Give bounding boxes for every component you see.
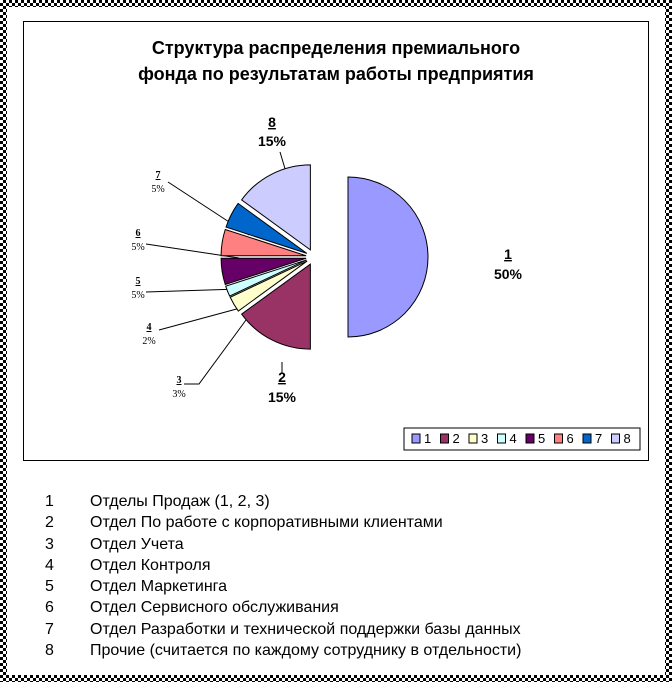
pie-slice-6: [220, 228, 307, 257]
department-number: 1: [45, 493, 54, 510]
slice-percent-3: 3%: [172, 389, 185, 400]
legend: 1 2 3 4 5 6 7 8: [403, 427, 641, 451]
legend-swatch-4: [497, 433, 506, 444]
slice-label-3: 3: [177, 375, 182, 386]
legend-swatch-1: [411, 433, 421, 444]
pie-slice-3: [229, 260, 308, 312]
slice-label-6: 6: [136, 228, 141, 239]
department-list: 1 Отделы Продаж (1, 2, 3) 2 Отдел По работ…: [45, 491, 521, 661]
legend-label-7: 7: [595, 431, 602, 446]
legend-label-8: 8: [624, 431, 631, 446]
department-name: Отдел Учета: [90, 535, 184, 553]
slice-label-5: 5: [136, 276, 141, 287]
slice-label-1: 1: [504, 246, 512, 262]
slice-percent-4: 2%: [142, 336, 155, 347]
pie-slice-2: [240, 263, 311, 350]
chart-title-line-2: фонда по результатам работы предприятия: [138, 64, 534, 84]
legend-label-4: 4: [510, 431, 517, 446]
legend-swatch-8: [611, 433, 620, 444]
legend-label-1: 1: [424, 431, 431, 446]
department-name: Отдел Маркетинга: [90, 578, 228, 596]
legend-swatch-7: [582, 433, 592, 444]
pie-slices: [220, 164, 429, 350]
chart-title-line-1: Структура распределения премиального: [152, 38, 520, 58]
slice-percent-7: 5%: [151, 184, 164, 195]
pie-slice-4: [225, 259, 307, 297]
slice-percent-1: 50%: [494, 266, 523, 282]
legend-label-3: 3: [481, 431, 488, 446]
slice-percent-8: 15%: [258, 133, 287, 149]
department-name: Отдел Сервисного обслуживания: [90, 599, 339, 617]
legend-swatch-2: [440, 433, 449, 444]
leader-line-4: [158, 306, 245, 331]
department-item: 2 Отдел По работе с корпоративными клиент…: [45, 512, 521, 533]
leader-line-5: [145, 288, 240, 293]
department-number: 3: [45, 535, 54, 553]
leader-line-3: [184, 319, 247, 385]
legend-label-6: 6: [567, 431, 574, 446]
pie-slice-7: [225, 202, 308, 254]
legend-swatch-3: [468, 433, 478, 444]
department-item: 8 Прочие (считается по каждому сотруднику…: [45, 640, 521, 661]
pie-chart: Структура распределения премиального фон…: [131, 38, 641, 451]
department-item: 1 Отделы Продаж (1, 2, 3): [45, 491, 521, 512]
chart-frame: Структура распределения премиального фон…: [7, 7, 665, 675]
department-name: Прочие (считается по каждому сотруднику …: [90, 642, 522, 660]
slice-labels: 1 50% 2 15% 3 3% 4 2% 5 5% 6 5% 7 5% 8 15%: [131, 114, 522, 405]
pie-slice-5: [220, 257, 307, 286]
pie-slice-1: [347, 176, 429, 338]
department-name: Отдел Контроля: [90, 556, 211, 574]
department-number: 2: [45, 514, 54, 532]
chart-area: Структура распределения премиального фон…: [23, 21, 649, 461]
legend-label-2: 2: [453, 431, 460, 446]
slice-label-7: 7: [156, 170, 161, 181]
slice-percent-2: 15%: [268, 389, 297, 405]
department-item: 7 Отдел Разработки и технической поддержк…: [45, 619, 521, 640]
department-item: 3 Отдел Учета: [45, 534, 521, 555]
department-name: Отдел Разработки и технической поддержки…: [90, 620, 521, 638]
slice-label-2: 2: [278, 369, 286, 385]
department-number: 5: [45, 578, 54, 596]
department-number: 4: [45, 556, 54, 574]
legend-label-5: 5: [538, 431, 545, 446]
slice-label-4: 4: [147, 322, 152, 333]
leader-lines: [145, 151, 287, 385]
department-item: 6 Отдел Сервисного обслуживания: [45, 597, 521, 618]
department-item: 5 Отдел Маркетинга: [45, 576, 521, 597]
legend-swatch-6: [554, 433, 563, 444]
slice-percent-6: 5%: [131, 242, 144, 253]
department-number: 8: [45, 642, 54, 660]
department-item: 4 Отдел Контроля: [45, 555, 521, 576]
slice-percent-5: 5%: [131, 290, 144, 301]
legend-swatch-5: [525, 433, 535, 444]
pie-slice-8: [240, 164, 311, 251]
slice-label-8: 8: [268, 114, 276, 130]
department-number: 6: [45, 599, 54, 617]
department-name: Отдел По работе с корпоративными клиента…: [90, 514, 443, 532]
legend-box: [403, 427, 641, 451]
department-name: Отделы Продаж (1, 2, 3): [90, 493, 270, 510]
department-number: 7: [45, 620, 54, 638]
